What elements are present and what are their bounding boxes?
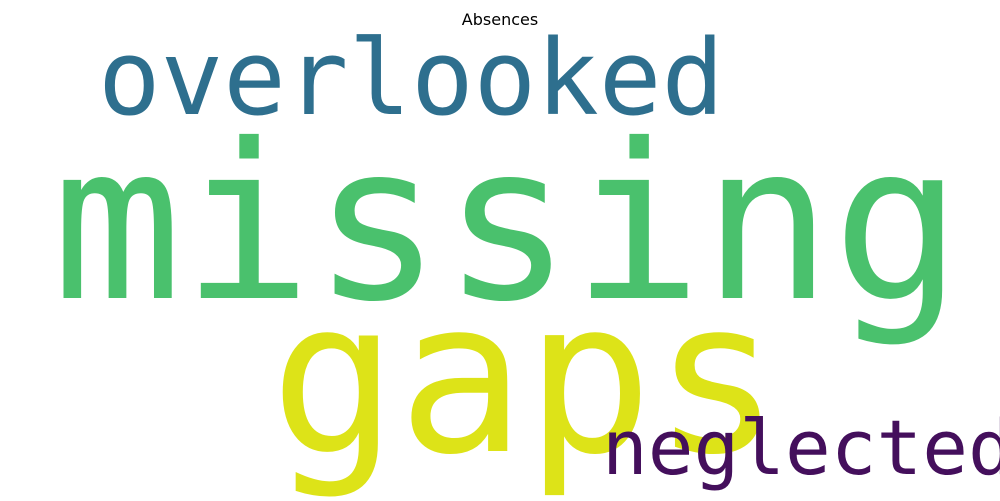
word-neglected: neglected	[602, 403, 1000, 492]
wordcloud-title: Absences	[461, 10, 539, 29]
word-gaps: gaps	[270, 254, 781, 501]
word-overlooked: overlooked	[98, 17, 725, 139]
word-missing: missing	[52, 98, 963, 349]
